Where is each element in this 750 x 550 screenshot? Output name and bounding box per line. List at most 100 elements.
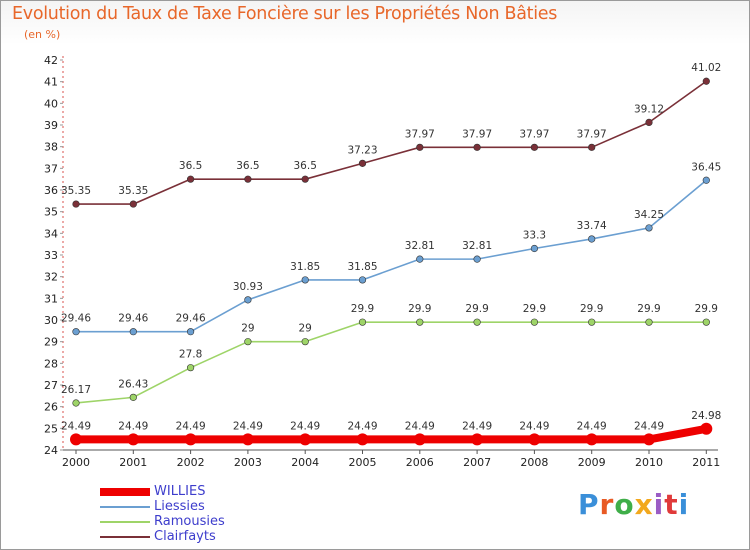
data-label: 34.25 [634, 209, 664, 221]
data-point [70, 433, 82, 446]
data-point [187, 175, 195, 183]
data-point [702, 318, 710, 326]
series-line-willies [76, 424, 708, 444]
data-label: 33.3 [523, 230, 546, 242]
y-tick-label: 26 [44, 401, 58, 414]
data-point [643, 433, 655, 446]
x-tick-label: 2001 [119, 456, 147, 469]
data-point [187, 364, 195, 372]
data-label: 29 [299, 323, 312, 335]
data-label: 39.12 [634, 103, 664, 115]
data-point [645, 118, 653, 126]
data-point [358, 318, 367, 326]
data-point [588, 235, 596, 243]
logo-letter: i [678, 488, 690, 521]
data-point [585, 433, 598, 446]
data-point [416, 255, 424, 263]
data-label: 24.98 [691, 410, 721, 422]
data-point [244, 338, 252, 346]
data-label: 24.49 [462, 420, 492, 432]
y-tick-label: 36 [44, 184, 58, 197]
y-tick-label: 28 [44, 357, 58, 370]
data-label: 29.9 [351, 303, 374, 315]
data-point [473, 255, 481, 263]
data-point [528, 433, 541, 446]
y-tick-label: 34 [44, 227, 58, 240]
x-tick-label: 2011 [692, 456, 720, 469]
data-label: 29.9 [408, 303, 431, 315]
data-point [301, 175, 309, 183]
x-tick-label: 2008 [520, 456, 548, 469]
data-point [356, 433, 369, 446]
data-point [72, 399, 80, 407]
data-point [473, 143, 481, 151]
data-point [301, 276, 309, 284]
data-point [129, 328, 137, 336]
data-label: 32.81 [405, 240, 435, 252]
series-layer [70, 77, 713, 446]
data-label: 37.97 [577, 128, 607, 140]
y-tick-label: 42 [44, 54, 58, 67]
data-label: 27.8 [179, 349, 202, 361]
data-label: 31.85 [347, 261, 377, 273]
data-point [702, 77, 710, 85]
data-point [72, 200, 80, 208]
data-point [530, 143, 539, 151]
data-label: 24.49 [519, 420, 549, 432]
legend-label-willies: WILLIES [154, 484, 206, 499]
data-label: 29.9 [637, 303, 660, 315]
data-label: 32.81 [462, 240, 492, 252]
data-label: 37.97 [462, 128, 492, 140]
data-point [530, 244, 539, 253]
data-point [358, 276, 367, 284]
logo-letter: t [664, 488, 679, 521]
data-label: 29.9 [523, 303, 546, 315]
data-label: 24.49 [634, 420, 664, 432]
data-label: 24.49 [347, 420, 377, 432]
logo-letter: i [653, 488, 665, 521]
data-point [416, 143, 424, 151]
data-point [471, 433, 484, 446]
data-label: 30.93 [233, 281, 263, 293]
data-label: 31.85 [290, 261, 320, 273]
data-label: 29.46 [118, 313, 148, 325]
y-tick-label: 25 [44, 422, 58, 435]
data-labels: 24.49 24.49 24.49 24.49 24.49 24.49 24.49 24.49… [61, 62, 721, 432]
chart-unit: (en %) [24, 28, 61, 41]
data-point [473, 318, 481, 326]
data-label: 29.9 [465, 303, 488, 315]
logo-letter: r [599, 488, 615, 521]
data-label: 24.49 [577, 420, 607, 432]
legend-swatch-liessies [100, 506, 150, 508]
data-label: 24.49 [290, 420, 320, 432]
data-label: 24.49 [176, 420, 206, 432]
data-label: 26.17 [61, 384, 91, 396]
legend-label-ramousies: Ramousies [154, 514, 225, 529]
x-tick-label: 2006 [406, 456, 434, 469]
y-tick-label: 27 [44, 379, 58, 392]
legend-label-liessies: Liessies [154, 499, 205, 514]
y-tick-label: 31 [44, 292, 58, 305]
legend-swatch-willies [100, 488, 150, 496]
y-tick-label: 32 [44, 271, 58, 284]
data-label: 29.9 [580, 303, 603, 315]
logo-letter: o [614, 488, 635, 521]
data-label: 35.35 [118, 185, 148, 197]
data-point [588, 143, 596, 151]
data-point [700, 422, 713, 435]
data-point [645, 318, 653, 326]
legend-swatch-ramousies [100, 521, 150, 523]
data-point [129, 393, 137, 401]
legend-swatch-clairfayts [100, 536, 150, 538]
x-tick-label: 2007 [463, 456, 491, 469]
proxiti-logo: Proxiti [578, 488, 689, 521]
y-tick-label: 37 [44, 162, 58, 175]
data-label: 36.45 [691, 161, 721, 173]
x-tick-label: 2010 [635, 456, 663, 469]
data-label: 29.9 [695, 303, 718, 315]
data-label: 35.35 [61, 185, 91, 197]
data-point [299, 433, 312, 446]
data-label: 24.49 [233, 420, 263, 432]
y-tick-label: 29 [44, 336, 58, 349]
legend-label-clairfayts: Clairfayts [154, 529, 216, 544]
